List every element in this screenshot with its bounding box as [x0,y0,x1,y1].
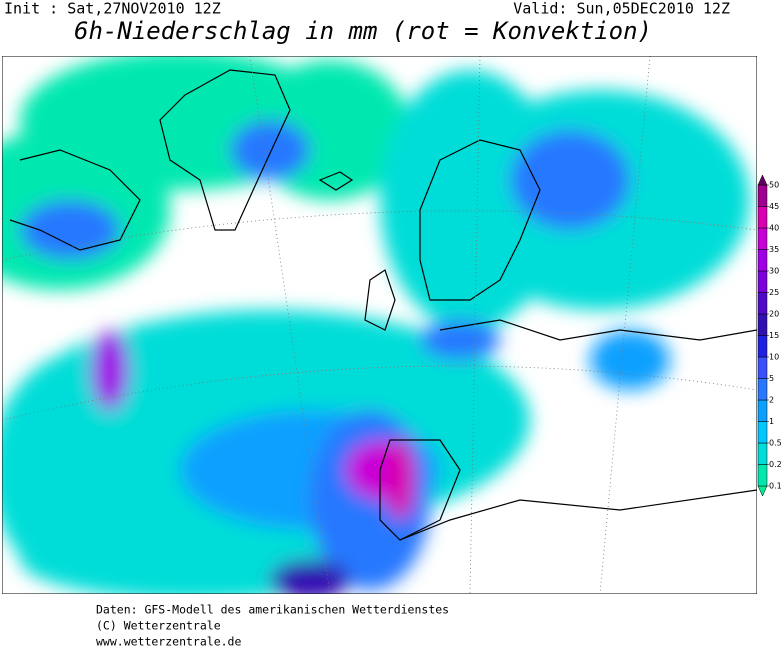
legend-swatch [757,206,768,229]
legend-swatch [757,292,768,315]
footer-line: (C) Wetterzentrale [96,619,221,633]
legend-label: 45 [769,202,779,211]
legend-swatch [757,313,768,336]
legend-swatch [757,464,768,487]
graticule [2,56,757,594]
legend-label: 0.2 [769,460,781,469]
legend-label: 30 [769,267,779,276]
legend-swatch [757,270,768,293]
legend-swatch [757,442,768,465]
legend-label: 40 [769,224,779,233]
footer-line: www.wetterzentrale.de [96,635,241,649]
legend-label: 20 [769,310,779,319]
legend-swatch [757,356,768,379]
legend-label: 0.1 [769,482,781,491]
legend-swatch [757,399,768,422]
map-title: 6h-Niederschlag in mm (rot = Konvektion) [74,17,652,45]
legend-swatch [757,485,768,497]
coastlines [9,69,757,541]
legend-swatch [757,174,768,186]
legend-label: 35 [769,245,779,254]
valid-time: Valid: Sun,05DEC2010 12Z [513,0,730,18]
legend-label: 25 [769,288,779,297]
footer-line: Daten: GFS-Modell des amerikanischen Wet… [96,603,449,617]
init-time: Init : Sat,27NOV2010 12Z [4,0,221,18]
legend-label: 5 [769,374,774,383]
legend-swatch [757,378,768,401]
legend-label: 0.5 [769,439,781,448]
legend-label: 15 [769,331,779,340]
legend-swatch [757,335,768,358]
legend-label: 10 [769,353,779,362]
legend-label: 1 [769,417,774,426]
legend-swatch [757,421,768,444]
legend-label: 2 [769,396,774,405]
precipitation-field [2,56,750,594]
legend-label: 50 [769,181,779,190]
legend-swatch [757,227,768,250]
map [2,56,757,594]
legend-swatch [757,184,768,207]
legend-swatch [757,249,768,272]
